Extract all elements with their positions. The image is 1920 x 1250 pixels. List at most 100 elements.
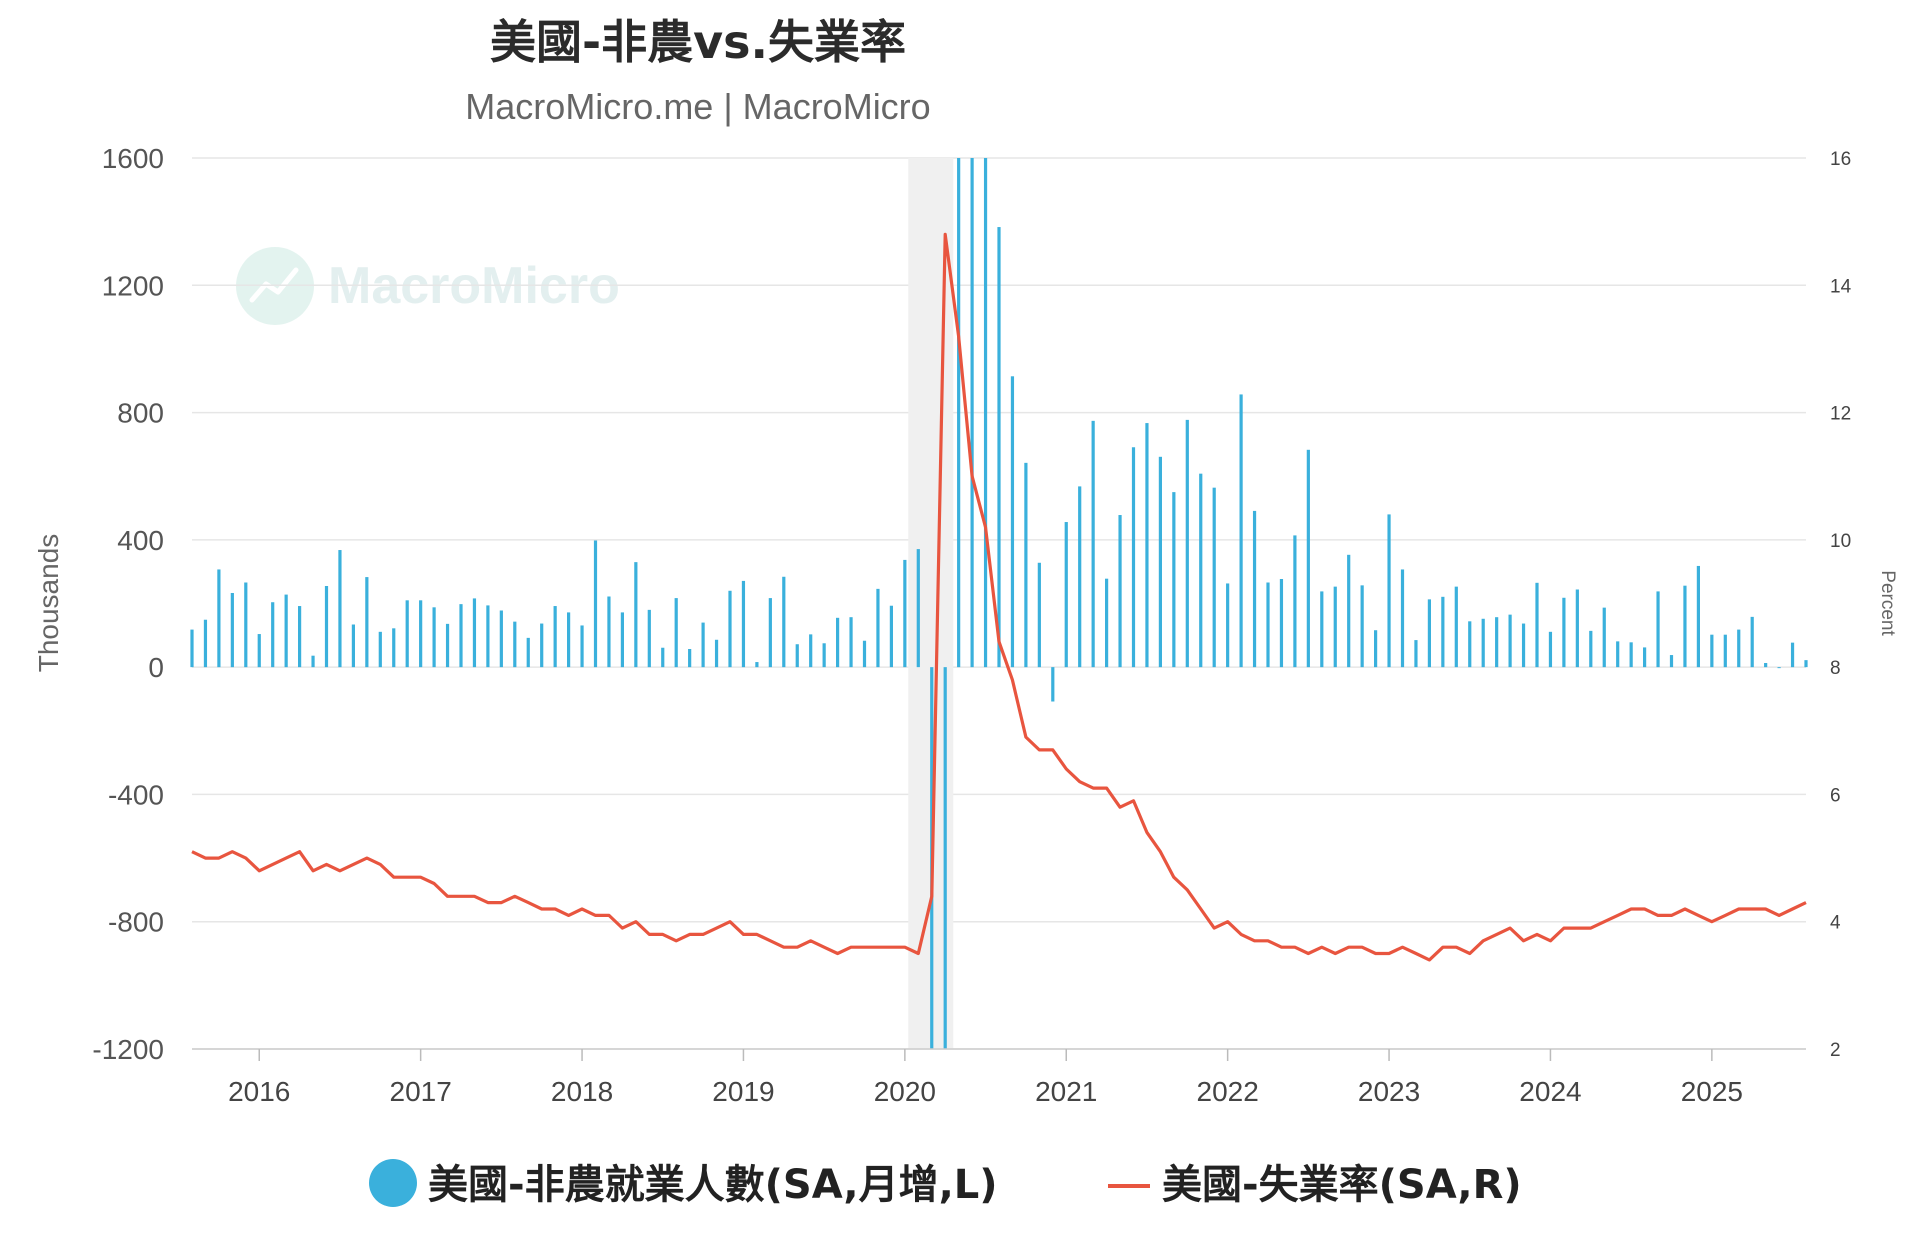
nfp-bar	[217, 569, 221, 668]
y-tick-label-left: -800	[108, 907, 164, 938]
y-tick-label-right: 14	[1830, 276, 1852, 297]
x-tick-label: 2022	[1197, 1076, 1259, 1107]
y-tick-label-left: 800	[117, 398, 164, 429]
nfp-bar	[1441, 596, 1445, 668]
nfp-bar	[1051, 667, 1055, 702]
nfp-bar	[768, 598, 772, 668]
nfp-bar	[1320, 591, 1324, 668]
x-tick-label: 2023	[1358, 1076, 1420, 1107]
nfp-bar	[970, 158, 974, 668]
nfp-bar	[728, 590, 732, 668]
nfp-bar	[553, 606, 557, 668]
nfp-bar	[1548, 631, 1553, 668]
y-tick-label-left: -1200	[92, 1034, 164, 1065]
nfp-bar	[822, 643, 826, 668]
nfp-bar	[1777, 667, 1781, 669]
nfp-bar	[782, 576, 786, 668]
y-tick-label-right: 2	[1830, 1040, 1841, 1061]
x-tick-label: 2021	[1035, 1076, 1097, 1107]
y-tick-label-right: 16	[1830, 149, 1851, 170]
nfp-bar	[1602, 607, 1606, 668]
nfp-bar	[1669, 655, 1674, 668]
nfp-bar	[1575, 589, 1579, 668]
nfp-bar	[257, 634, 261, 668]
nfp-bar	[1589, 630, 1593, 668]
x-tick-label: 2018	[551, 1076, 613, 1107]
x-tick-label: 2017	[390, 1076, 452, 1107]
y-tick-label-left: 0	[148, 652, 164, 683]
nfp-bar	[647, 609, 651, 668]
nfp-bar	[1790, 642, 1795, 668]
y-tick-label-left: 1600	[102, 143, 164, 174]
legend-marker-nfp	[369, 1159, 417, 1207]
nfp-bar	[1427, 599, 1431, 668]
nfp-bar	[1226, 583, 1230, 668]
nfp-bar	[432, 607, 436, 668]
nfp-bar	[1710, 634, 1714, 668]
nfp-bar	[298, 606, 302, 668]
watermark-chart-icon	[249, 267, 299, 303]
y-tick-label-right: 6	[1830, 785, 1841, 806]
y-tick-label-left: 400	[117, 525, 164, 556]
nfp-bar	[1266, 582, 1270, 668]
nfp-bar	[1400, 569, 1405, 668]
nfp-bar	[661, 647, 665, 668]
nfp-bar	[459, 604, 463, 668]
y-axis-title-right: Percent	[1877, 570, 1898, 636]
nfp-bar	[1078, 486, 1082, 668]
nfp-bar	[1279, 578, 1284, 668]
nfp-bar	[445, 623, 450, 668]
nfp-bar	[1010, 376, 1015, 668]
nfp-bar	[405, 600, 409, 668]
nfp-bar	[1683, 585, 1687, 668]
y-tick-label-right: 10	[1830, 531, 1851, 552]
legend-label-nfp[interactable]: 美國-非農就業人數(SA,月增,L)	[428, 1162, 998, 1208]
nfp-bar	[1629, 642, 1633, 668]
nfp-bar	[230, 592, 234, 668]
x-tick-label: 2020	[874, 1076, 936, 1107]
nfp-bar	[1158, 456, 1162, 668]
nfp-bar	[513, 621, 517, 668]
nfp-bar	[1696, 565, 1700, 668]
legend-label-unemployment[interactable]: 美國-失業率(SA,R)	[1162, 1162, 1522, 1208]
nfp-bar	[983, 158, 988, 668]
nfp-bar	[1495, 617, 1499, 668]
nfp-bar	[378, 631, 382, 668]
nfp-bar	[1131, 447, 1136, 668]
nfp-bar	[876, 588, 880, 668]
nfp-bar	[203, 619, 208, 668]
nfp-bar	[1185, 419, 1189, 668]
nfp-bar	[365, 577, 369, 668]
nfp-bar	[943, 667, 947, 1049]
y-tick-label-right: 4	[1830, 913, 1841, 934]
nfp-bar	[1521, 623, 1526, 668]
nfp-bar	[957, 158, 961, 668]
nfp-bar	[1508, 614, 1512, 668]
nfp-bar	[324, 585, 329, 668]
nfp-bar	[1562, 597, 1566, 668]
chart-title: 美國-非農vs.失業率	[490, 15, 906, 69]
y-tick-label-right: 12	[1830, 404, 1851, 425]
nfp-bar	[634, 562, 638, 668]
nfp-bar	[392, 628, 396, 668]
nfp-bar	[607, 596, 611, 668]
nfp-bar	[1535, 582, 1539, 668]
nfp-bar	[1616, 641, 1620, 668]
nfp-bar	[1293, 535, 1297, 668]
nfp-bar	[836, 617, 840, 668]
nfp-bar	[271, 602, 275, 668]
legend[interactable]: 美國-非農就業人數(SA,月增,L) 美國-失業率(SA,R)	[369, 1159, 1522, 1208]
nfp-bar	[688, 649, 692, 668]
nfp-bar	[1750, 616, 1754, 668]
nfp-bar	[755, 662, 759, 668]
x-tick-label: 2025	[1681, 1076, 1743, 1107]
nfp-bar	[311, 655, 315, 668]
nfp-bar	[593, 540, 598, 668]
nfp-bar	[889, 605, 893, 668]
nfp-bar	[1360, 585, 1364, 668]
nfp-bar	[1212, 487, 1216, 668]
nfp-bar	[620, 612, 624, 668]
nfp-bar	[419, 600, 423, 668]
nfp-bar	[903, 559, 907, 668]
